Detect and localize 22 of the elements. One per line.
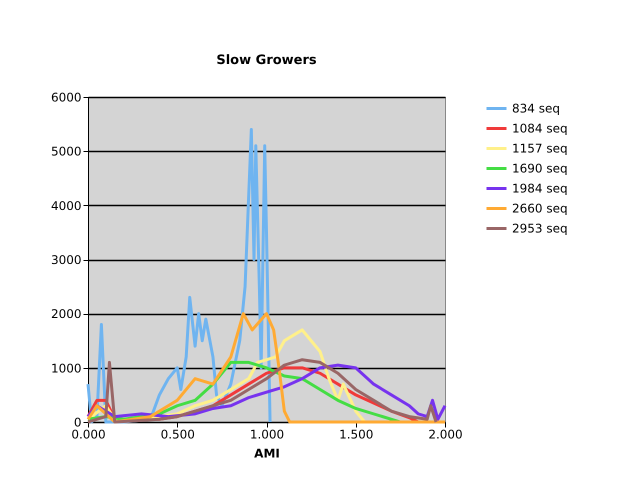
legend-label: 2953 seq — [512, 222, 568, 236]
y-tick-label: 4000 — [50, 198, 82, 213]
legend-label: 1157 seq — [512, 142, 568, 156]
chart-title: Slow Growers — [216, 53, 317, 68]
x-tick-label: 1.000 — [250, 428, 284, 442]
line-series — [86, 128, 272, 424]
y-tick-label: 5000 — [50, 144, 82, 159]
y-tick-label: 1000 — [50, 361, 82, 376]
y-tick-label: 6000 — [50, 90, 82, 104]
legend-label: 834 seq — [512, 102, 560, 116]
x-tick-label: 2.000 — [428, 428, 463, 442]
y-tick-label: 2000 — [50, 307, 82, 322]
x-tick-label: 0.000 — [71, 428, 106, 442]
x-tick-label: 1.500 — [339, 428, 374, 442]
x-tick-label: 0.500 — [160, 428, 195, 442]
legend-label: 1690 seq — [512, 162, 568, 176]
legend-label: 1984 seq — [512, 182, 568, 196]
x-axis-title: AMI — [254, 446, 280, 460]
legend-label: 2660 seq — [512, 202, 568, 216]
y-tick-label: 3000 — [50, 253, 82, 267]
y-tick-label: 0 — [74, 416, 82, 430]
legend-label: 1084 seq — [512, 122, 568, 136]
